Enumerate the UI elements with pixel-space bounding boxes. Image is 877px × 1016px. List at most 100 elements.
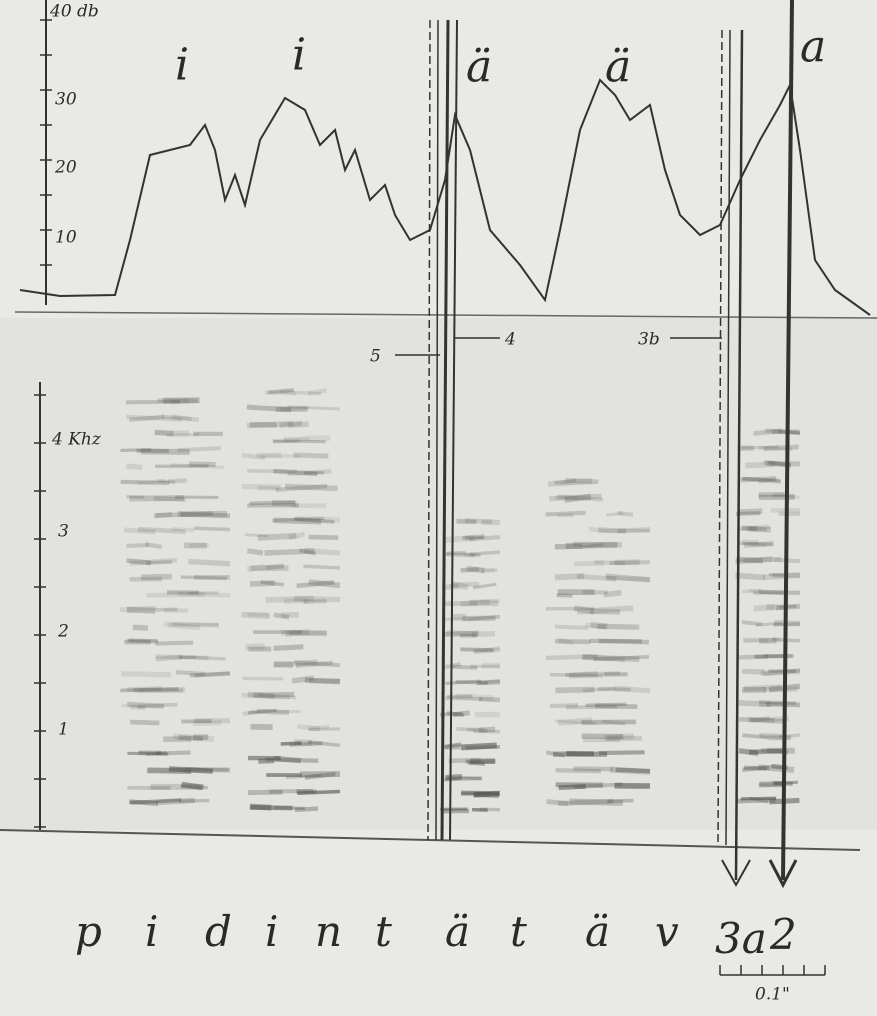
formant-band [120, 479, 169, 485]
formant-band [590, 608, 621, 615]
formant-band [738, 541, 773, 546]
formant-band [129, 557, 178, 566]
formant-band [178, 798, 210, 803]
formant-band [155, 640, 194, 646]
formant-band [554, 495, 579, 501]
formant-band [445, 630, 479, 637]
formant-band [599, 750, 645, 756]
formant-band [307, 388, 327, 396]
formant-band [738, 748, 759, 756]
formant-band [272, 439, 326, 444]
formant-band [743, 765, 768, 771]
formant-band [582, 543, 604, 549]
formant-band [188, 461, 216, 468]
formant-band [763, 572, 801, 581]
formant-band [260, 580, 285, 587]
formant-band [304, 677, 341, 685]
formant-band [737, 526, 767, 532]
formant-band [460, 647, 494, 653]
formant-band [741, 445, 780, 450]
formant-band [156, 750, 191, 756]
formant-band [247, 691, 275, 700]
formant-band [137, 526, 186, 535]
formant-band [126, 463, 143, 471]
formant-band [246, 548, 264, 556]
formant-band [257, 708, 290, 715]
formant-band [293, 516, 335, 524]
formant-band [157, 479, 176, 484]
formant-band [120, 448, 152, 452]
formant-band [272, 500, 297, 507]
formant-band [568, 671, 598, 679]
frequency-label: 2 [57, 622, 69, 642]
formant-band [758, 700, 797, 705]
formant-band [745, 461, 775, 469]
formant-band [774, 780, 798, 785]
formant-band [741, 476, 781, 483]
formant-band [607, 798, 634, 804]
formant-band [126, 399, 180, 405]
formant-band [582, 686, 617, 693]
formant-band [554, 624, 589, 630]
formant-band [154, 429, 174, 437]
formant-band [743, 556, 782, 563]
formant-band [451, 664, 478, 670]
formant-band [758, 476, 776, 484]
formant-band [267, 388, 294, 395]
formant-band [741, 588, 761, 594]
formant-band [564, 493, 592, 503]
formant-band [460, 599, 490, 607]
formant-band [121, 703, 145, 710]
formant-band [244, 533, 269, 538]
formant-band [585, 622, 606, 630]
formant-band [272, 516, 325, 523]
formant-band [748, 525, 772, 533]
formant-band [471, 630, 496, 638]
formant-band [126, 701, 165, 709]
formant-band [597, 623, 640, 630]
formant-band [759, 781, 785, 788]
formant-band [130, 798, 182, 805]
formant-band [123, 527, 156, 535]
formant-band [555, 686, 595, 694]
formant-band [474, 646, 501, 654]
frequency-label: 3 [58, 522, 69, 542]
formant-band [736, 511, 761, 516]
formant-band [307, 725, 330, 730]
formant-band [555, 719, 597, 726]
segment-lines [395, 0, 825, 976]
formant-band [554, 478, 577, 485]
formant-band [738, 717, 774, 723]
formant-band [479, 598, 501, 604]
vowel-label: a [800, 22, 826, 73]
formant-band [585, 702, 627, 708]
formant-band [295, 660, 333, 668]
formant-band [598, 527, 627, 534]
formant-band [452, 710, 470, 718]
formant-band [581, 719, 636, 725]
formant-band [766, 460, 801, 467]
formant-band [462, 535, 484, 540]
formant-band [178, 735, 203, 742]
formant-band [594, 560, 625, 566]
formant-band [479, 807, 501, 812]
formant-band [153, 495, 186, 502]
formant-band [736, 556, 764, 564]
formant-band [606, 575, 651, 582]
formant-band [617, 527, 651, 534]
formant-band [193, 526, 231, 532]
formant-band [119, 605, 157, 613]
formant-band [241, 692, 290, 700]
formant-band [249, 803, 272, 811]
formant-band [452, 581, 480, 588]
phoneme: t [375, 907, 392, 956]
formant-band [760, 668, 801, 677]
formant-band [242, 710, 260, 716]
formant-band [546, 799, 569, 806]
formant-band [172, 622, 219, 627]
formant-band [588, 526, 605, 534]
formant-band [576, 573, 617, 582]
formant-band [180, 511, 231, 519]
phoneme: p [75, 907, 102, 956]
